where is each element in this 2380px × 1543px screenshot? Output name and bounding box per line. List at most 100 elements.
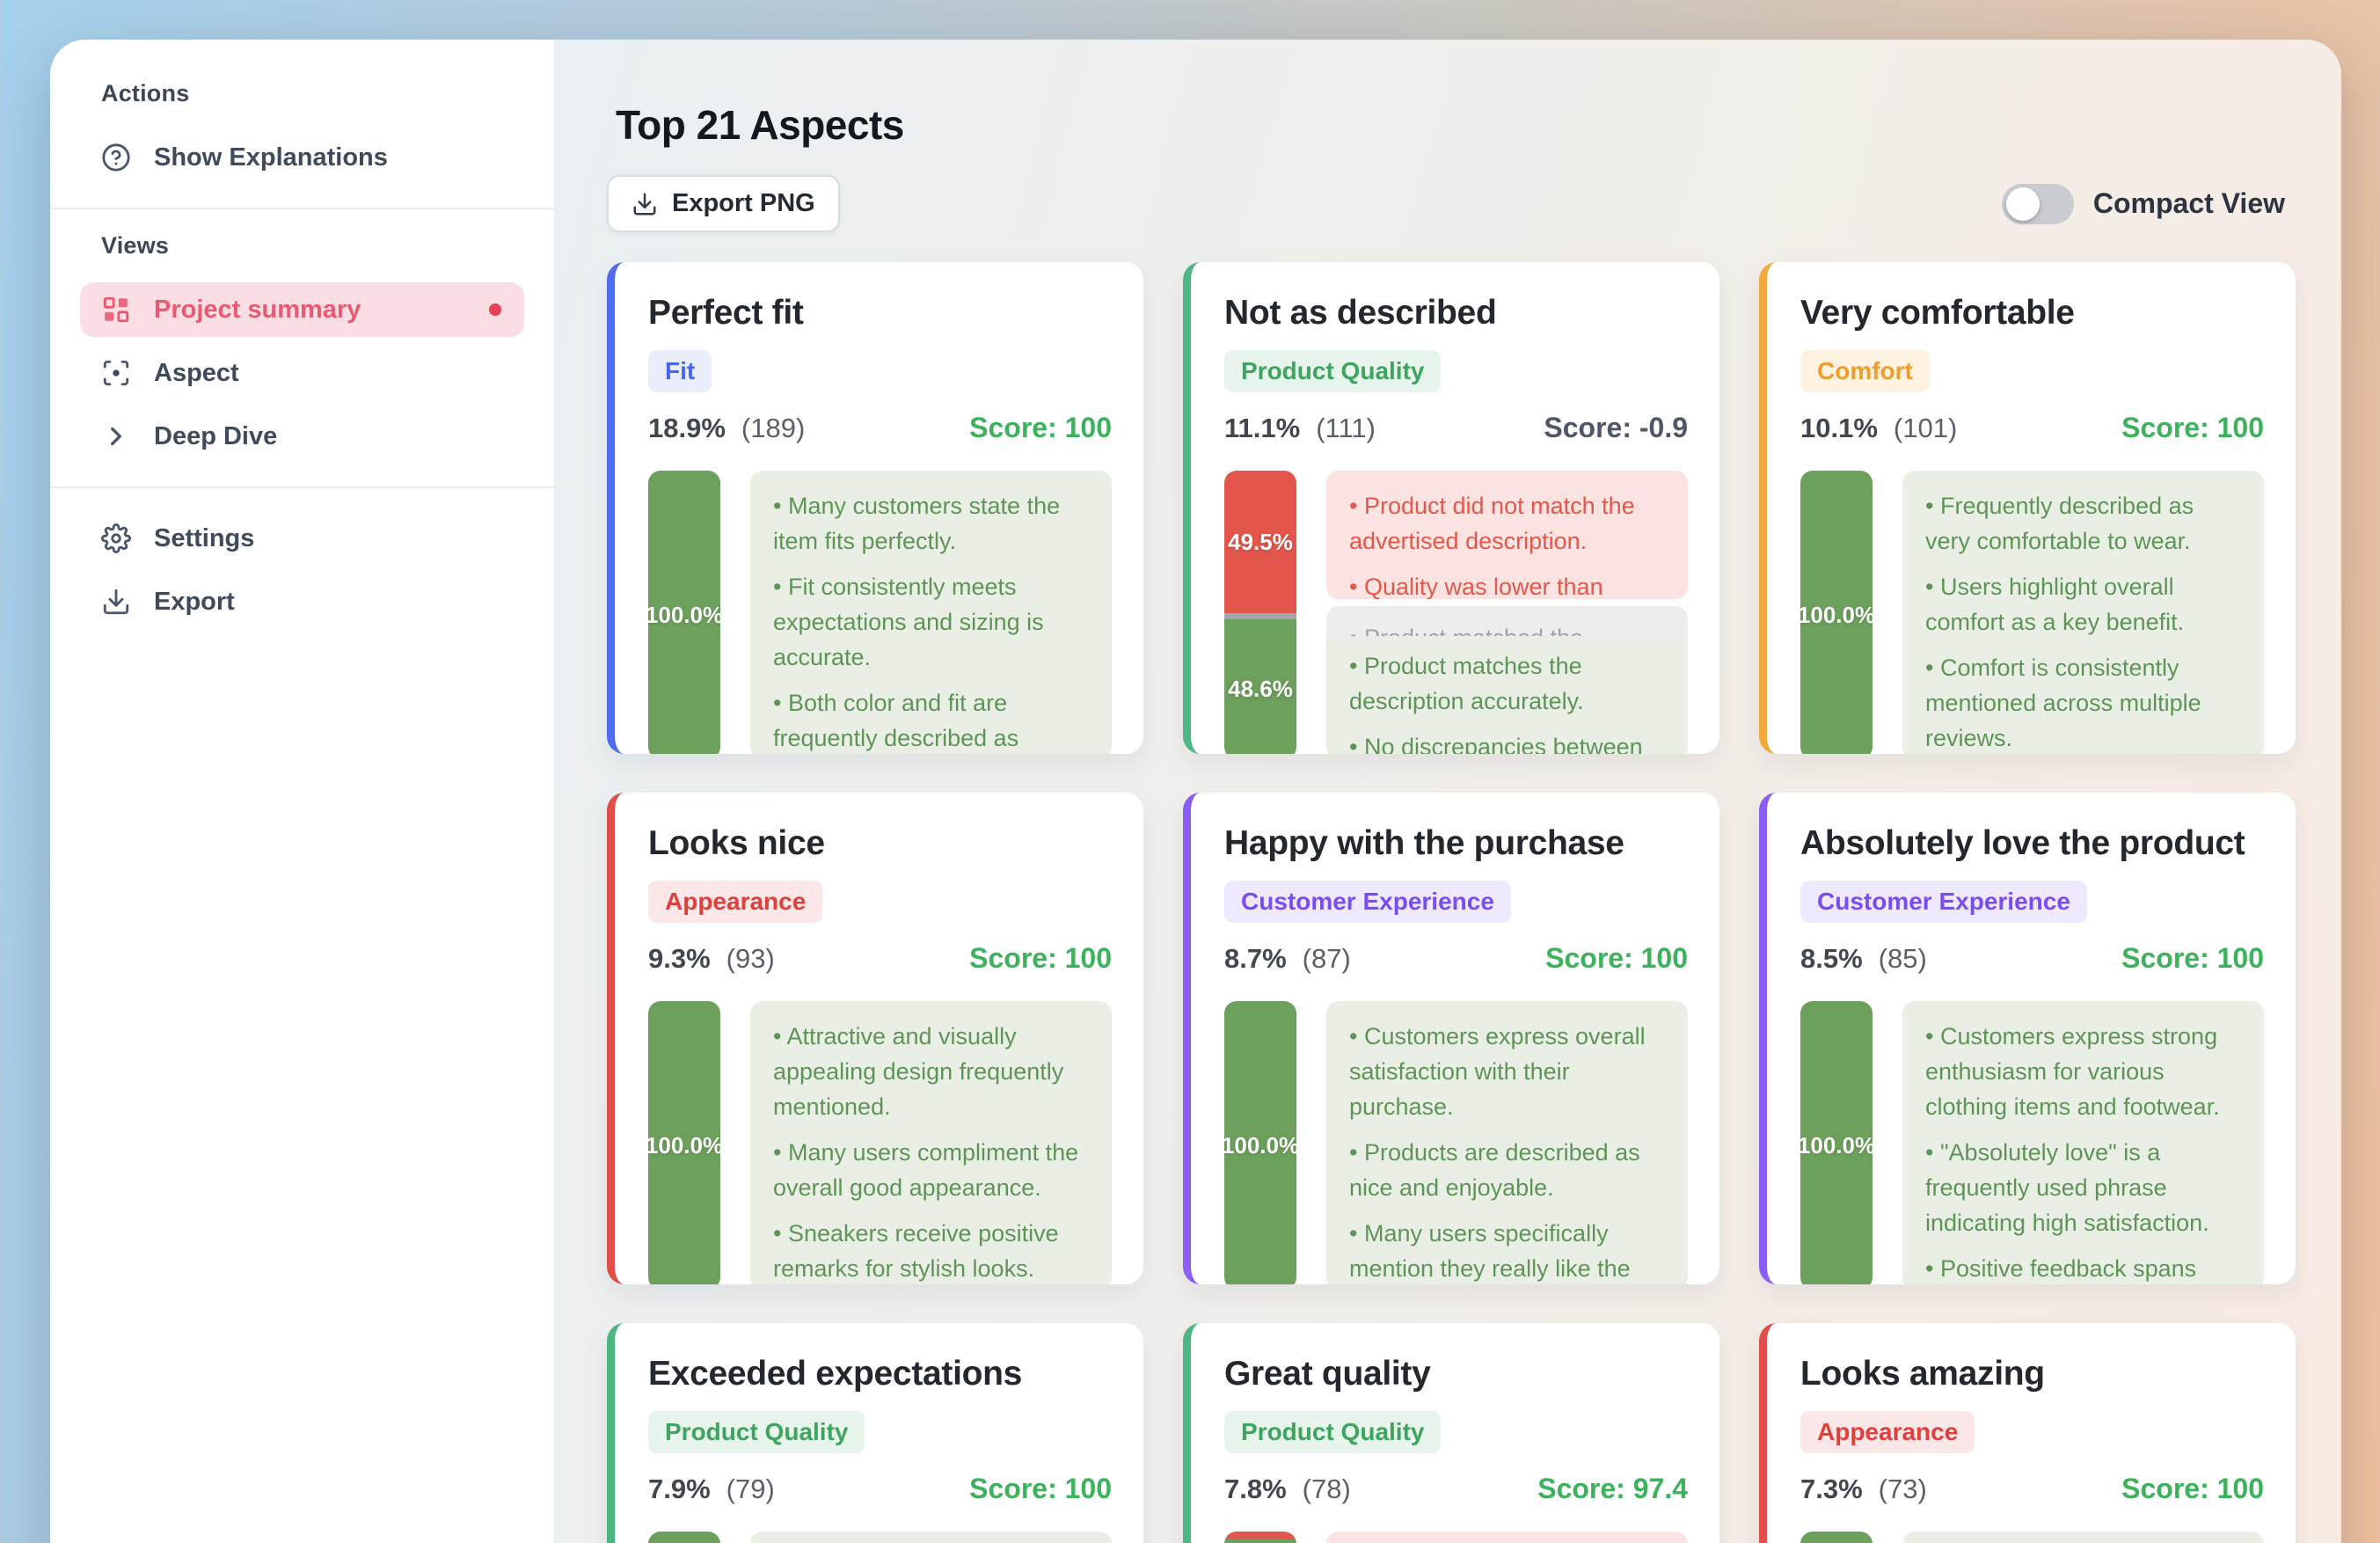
summary-bullet-text: Sneakers receive positive remarks for st…	[773, 1220, 1059, 1282]
summary-bullet-text: Customers express overall satisfaction w…	[1349, 1023, 1646, 1120]
summary-bullet: Many customers state the item fits perfe…	[773, 488, 1089, 559]
mention-count: (189)	[741, 413, 806, 443]
mention-count: (93)	[726, 943, 775, 974]
sentiment-chart: 49.5% 48.6% Product did not match the adve…	[1224, 471, 1688, 754]
summary-bullet: Positive feedback spans multiple product…	[1925, 1251, 2241, 1284]
summary-bullet-text: Products are described as nice and enjoy…	[1349, 1139, 1640, 1201]
bar-segment-pos	[1800, 1532, 1873, 1543]
card-stats: 18.9% (189) Score: 100	[648, 412, 1112, 444]
category-badge: Customer Experience	[1800, 881, 2087, 923]
card-stats: 7.8% (78) Score: 97.4	[1224, 1473, 1688, 1505]
sidebar-item-show-explanations[interactable]: Show Explanations	[80, 130, 524, 185]
card-title: Very comfortable	[1800, 294, 2075, 332]
summary-bullet-text: Many users compliment the overall good a…	[773, 1139, 1079, 1201]
mention-count: (78)	[1302, 1474, 1351, 1504]
sentiment-chart: 100.0% Customers express overall satisfac…	[1224, 1001, 1688, 1284]
sidebar-item-deep-dive[interactable]: Deep Dive	[80, 409, 524, 464]
summary-bullet-text: Product matches the description accurate…	[1349, 653, 1584, 714]
sentiment-chart: Customers consistently praise the	[1800, 1532, 2264, 1543]
summary-panel-neg: Customers express disappointment	[1326, 1532, 1688, 1543]
category-badge: Fit	[648, 350, 712, 392]
summary-panels: Customers consistently praise the	[1902, 1532, 2264, 1543]
card-title: Looks nice	[648, 824, 825, 862]
mention-percent: 7.3%	[1800, 1474, 1863, 1504]
grid-icon	[103, 296, 129, 323]
chevron-right-icon	[111, 427, 121, 446]
summary-bullet-text: Frequently described as very comfortable…	[1925, 493, 2194, 554]
cards-grid: Perfect fit Fit 18.9% (189) Score: 100 100.0%…	[607, 262, 2297, 1543]
category-badge: Product Quality	[1224, 1411, 1442, 1453]
summary-panels: Product did not match the advertised des…	[1326, 471, 1688, 754]
summary-panels: Frequently described as very comfortable…	[1902, 471, 2264, 754]
summary-bullet-text: Both color and fit are frequently descri…	[773, 690, 1019, 751]
download-icon	[633, 193, 656, 215]
score-value: Score: 100	[1545, 942, 1688, 974]
sentiment-chart: Product quality surpassed initial	[648, 1532, 1112, 1543]
sidebar-item-label: Export	[154, 587, 235, 616]
aspect-card[interactable]: Absolutely love the product Customer Expe…	[1759, 793, 2296, 1284]
sidebar-divider	[50, 208, 554, 209]
bar-segment-label: 100.0%	[1800, 601, 1873, 628]
compact-view-toggle[interactable]	[2001, 183, 2074, 224]
sidebar-item-aspect[interactable]: Aspect	[80, 346, 524, 400]
summary-bullet: No discrepancies between product	[1349, 729, 1665, 754]
sidebar-item-export[interactable]: Export	[80, 574, 524, 629]
aspect-card[interactable]: Very comfortable Comfort 10.1% (101) Score: …	[1759, 262, 2296, 754]
aspect-card[interactable]: Exceeded expectations Product Quality 7.9%…	[607, 1323, 1143, 1543]
summary-bullet: Products are described as nice and enjoy…	[1349, 1135, 1665, 1205]
sentiment-bar: 100.0%	[1800, 1001, 1873, 1284]
mention-percent: 7.9%	[648, 1474, 711, 1504]
summary-bullet: Comfort is consistently mentioned across…	[1925, 650, 2241, 754]
mention-count: (79)	[726, 1474, 775, 1504]
mention-percent: 11.1%	[1224, 413, 1301, 443]
mention-percent: 18.9%	[648, 413, 726, 443]
summary-panel-pos: Customers consistently praise the	[1902, 1532, 2264, 1543]
score-value: Score: -0.9	[1544, 412, 1688, 443]
aspect-card[interactable]: Not as described Product Quality 11.1% (111…	[1183, 262, 1719, 754]
sidebar-item-project-summary[interactable]: Project summary	[80, 282, 524, 337]
mention-percent: 8.5%	[1800, 943, 1863, 974]
category-badge: Product Quality	[1224, 350, 1442, 392]
card-title: Great quality	[1224, 1355, 1431, 1393]
card-title: Perfect fit	[648, 294, 804, 332]
summary-bullet: Product did not match the advertised des…	[1349, 488, 1665, 559]
sidebar-item-label: Deep Dive	[154, 421, 278, 450]
summary-bullet: Many users specifically mention they rea…	[1349, 1216, 1665, 1284]
sentiment-chart: 100.0% Many customers state the item fits…	[648, 471, 1112, 754]
sidebar-item-settings[interactable]: Settings	[80, 511, 524, 566]
bar-segment-label: 100.0%	[1800, 1131, 1873, 1159]
card-stats: 8.5% (85) Score: 100	[1800, 942, 2264, 975]
summary-bullet-text: No discrepancies between product	[1363, 734, 1643, 754]
sidebar: Actions Show Explanations Views Project …	[50, 40, 554, 1543]
summary-bullet-text: Many users specifically mention they rea…	[1349, 1220, 1631, 1282]
summary-bullet: Both color and fit are frequently descri…	[773, 685, 1089, 754]
card-stats: 10.1% (101) Score: 100	[1800, 412, 2264, 444]
sentiment-bar	[1800, 1532, 1873, 1543]
aspect-card[interactable]: Looks amazing Appearance 7.3% (73) Score: 10…	[1759, 1323, 2296, 1543]
summary-bullet-text: Attractive and visually appealing design…	[773, 1023, 1064, 1120]
summary-panel-pos: Customers express strong enthusiasm for …	[1902, 1001, 2264, 1284]
sentiment-chart: 100.0% Customers express strong enthusias…	[1800, 1001, 2264, 1284]
mention-percent: 9.3%	[648, 943, 711, 974]
compact-view-toggle-group: Compact View	[2001, 183, 2285, 224]
export-png-button[interactable]: Export PNG	[607, 175, 840, 232]
category-badge: Appearance	[1800, 1411, 1975, 1453]
category-badge: Product Quality	[648, 1411, 865, 1453]
summary-panel-pos: Product quality surpassed initial	[750, 1532, 1112, 1543]
card-title: Exceeded expectations	[648, 1355, 1023, 1393]
aspect-card[interactable]: Looks nice Appearance 9.3% (93) Score: 100 10…	[607, 793, 1143, 1284]
aspect-card[interactable]: Perfect fit Fit 18.9% (189) Score: 100 100.0%…	[607, 262, 1143, 754]
summary-bullet: Product matches the description accurate…	[1349, 648, 1665, 719]
summary-bullet-text: Fit consistently meets expectations and …	[773, 574, 1044, 670]
summary-panels: Customers express strong enthusiasm for …	[1902, 1001, 2264, 1284]
summary-bullet-text: Many customers state the item fits perfe…	[773, 493, 1061, 554]
app-window: Actions Show Explanations Views Project …	[50, 40, 2341, 1543]
mention-count: (101)	[1893, 413, 1958, 443]
summary-bullet: Fit consistently meets expectations and …	[773, 569, 1089, 675]
export-png-label: Export PNG	[672, 189, 815, 217]
summary-panel-pos: Product matches the description accurate…	[1326, 636, 1688, 754]
aspect-card[interactable]: Great quality Product Quality 7.8% (78) Scor…	[1183, 1323, 1719, 1543]
aspect-card[interactable]: Happy with the purchase Customer Experien…	[1183, 793, 1719, 1284]
mention-count: (111)	[1316, 413, 1376, 443]
sentiment-bar: 100.0%	[1800, 471, 1873, 754]
